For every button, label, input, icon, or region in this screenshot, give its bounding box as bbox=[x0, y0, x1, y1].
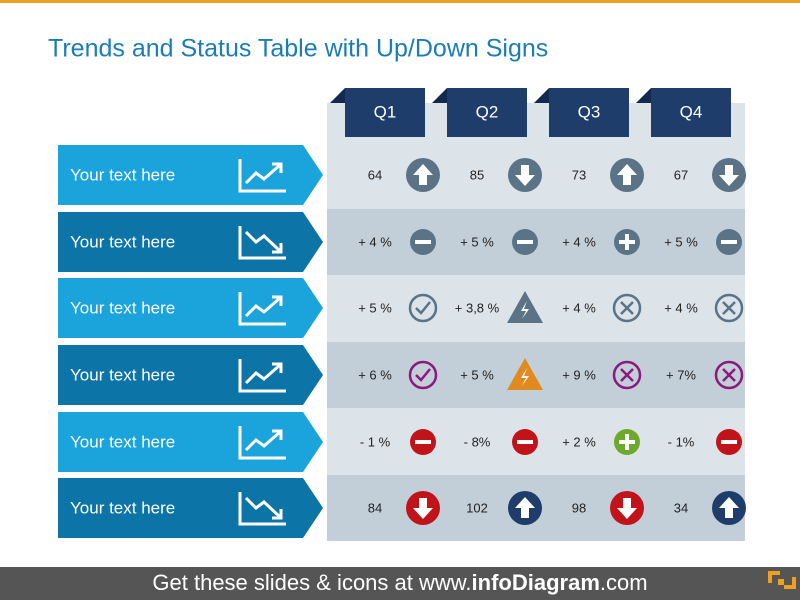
cell-value: 85 bbox=[470, 167, 484, 182]
trend-icon bbox=[238, 426, 286, 460]
row-label: Your text here bbox=[70, 498, 175, 517]
cell-value: + 5 % bbox=[358, 300, 392, 315]
header-box bbox=[651, 88, 731, 137]
trend-line bbox=[244, 230, 283, 254]
cell-value: 102 bbox=[466, 500, 488, 515]
cell-value: + 7% bbox=[666, 367, 696, 382]
footer-brand: infoDiagram bbox=[472, 570, 600, 595]
header-tab bbox=[432, 88, 447, 103]
logo bbox=[768, 571, 796, 589]
icon-arrow bbox=[413, 498, 433, 519]
cell-value: 67 bbox=[674, 167, 688, 182]
cell-value: + 6 % bbox=[358, 367, 392, 382]
trend-icon bbox=[238, 492, 286, 526]
header-box bbox=[345, 88, 425, 137]
trend-line bbox=[244, 295, 283, 318]
cell-value: + 4 % bbox=[664, 300, 698, 315]
trend-line bbox=[244, 162, 283, 185]
icon-ring bbox=[612, 360, 642, 390]
footer-text: Get these slides & icons at www.infoDiag… bbox=[152, 570, 647, 595]
trend-icon bbox=[238, 359, 286, 393]
icon-mark bbox=[722, 368, 736, 382]
row-label: Your text here bbox=[70, 432, 175, 451]
cell-value: + 9 % bbox=[562, 367, 596, 382]
cell-value: + 5 % bbox=[460, 367, 494, 382]
cell-value: 73 bbox=[572, 167, 586, 182]
icon-bar bbox=[415, 440, 431, 444]
icon-arrow bbox=[719, 497, 739, 518]
header-tab bbox=[330, 88, 345, 103]
cell-value: - 1 % bbox=[360, 434, 391, 449]
icon-mark bbox=[415, 301, 431, 315]
header-box bbox=[447, 88, 527, 137]
table: Q1 Q2 Q3 Q4 Your text here 64 85 73 67 Your text … bbox=[58, 88, 746, 541]
icon-mark bbox=[620, 301, 634, 315]
icon-bar bbox=[721, 240, 737, 244]
icon-bar bbox=[517, 240, 533, 244]
trend-line bbox=[244, 429, 283, 452]
footer-part: Get these slides & icons at www. bbox=[152, 570, 471, 595]
icon-arrow bbox=[515, 165, 535, 186]
cell-value: - 1% bbox=[668, 434, 695, 449]
cell-value: 84 bbox=[368, 500, 382, 515]
row-band bbox=[327, 275, 745, 341]
cell-value: + 4 % bbox=[562, 234, 596, 249]
cell-value: + 4 % bbox=[358, 234, 392, 249]
icon-bar bbox=[517, 440, 533, 444]
icon-arrow bbox=[617, 164, 637, 185]
column-header: Q2 bbox=[476, 102, 499, 121]
icon-ring bbox=[408, 293, 438, 323]
cell-value: + 2 % bbox=[562, 434, 596, 449]
icon-triangle bbox=[507, 291, 543, 323]
icon-triangle bbox=[507, 358, 543, 390]
column-header: Q4 bbox=[680, 102, 703, 121]
header-tab bbox=[534, 88, 549, 103]
icon-arrow bbox=[515, 497, 535, 518]
icon-ring bbox=[714, 293, 744, 323]
icon-arrow bbox=[719, 165, 739, 186]
cell-value: + 5 % bbox=[460, 234, 494, 249]
row-label: Your text here bbox=[70, 232, 175, 251]
trend-icon bbox=[238, 292, 286, 326]
icon-bar bbox=[625, 434, 629, 450]
cell-value: + 4 % bbox=[562, 300, 596, 315]
icon-bolt bbox=[521, 301, 529, 319]
icon-arrow bbox=[617, 498, 637, 519]
footer-band bbox=[0, 567, 800, 600]
icon-ring bbox=[612, 293, 642, 323]
cell-value: 34 bbox=[674, 500, 688, 515]
cell-value: + 3,8 % bbox=[455, 300, 500, 315]
top-accent bbox=[0, 0, 800, 3]
cell-value: + 5 % bbox=[664, 234, 698, 249]
trend-line bbox=[244, 496, 283, 520]
column-header: Q1 bbox=[374, 102, 397, 121]
icon-mark bbox=[620, 368, 634, 382]
column-header: Q3 bbox=[578, 102, 601, 121]
icon-bar bbox=[625, 234, 629, 250]
row-label: Your text here bbox=[70, 298, 175, 317]
trend-icon bbox=[238, 226, 286, 260]
header-tab bbox=[636, 88, 651, 103]
icon-ring bbox=[714, 360, 744, 390]
icon-bolt bbox=[521, 368, 529, 386]
trend-line bbox=[244, 362, 283, 385]
cell-value: 64 bbox=[368, 167, 382, 182]
row-band bbox=[327, 342, 745, 408]
icon-mark bbox=[722, 301, 736, 315]
row-label: Your text here bbox=[70, 165, 175, 184]
title: Trends and Status Table with Up/Down Sig… bbox=[48, 35, 548, 63]
icon-arrow bbox=[413, 164, 433, 185]
icon-bar bbox=[415, 240, 431, 244]
trend-icon bbox=[238, 159, 286, 193]
row-label: Your text here bbox=[70, 365, 175, 384]
footer-part: .com bbox=[600, 570, 648, 595]
cell-value: - 8% bbox=[464, 434, 491, 449]
icon-mark bbox=[415, 368, 431, 382]
cell-value: 98 bbox=[572, 500, 586, 515]
icon-bar bbox=[721, 440, 737, 444]
icon-ring bbox=[408, 360, 438, 390]
header-box bbox=[549, 88, 629, 137]
